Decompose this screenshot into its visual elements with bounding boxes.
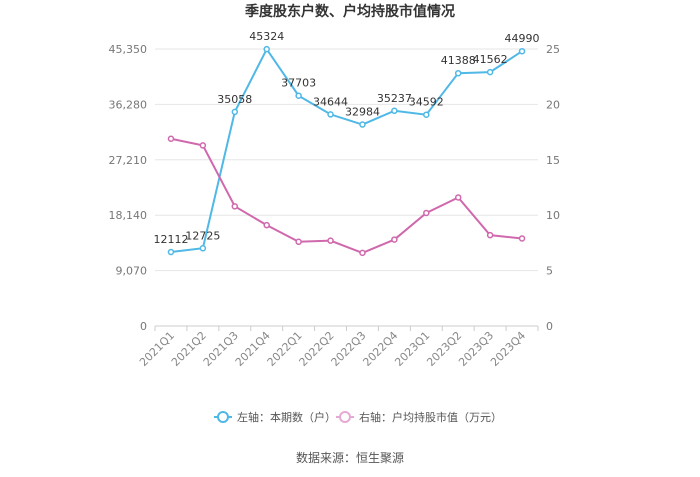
- series-avg-value: [167, 135, 526, 257]
- data-label: 44990: [505, 32, 540, 45]
- legend-marker-households: [217, 411, 229, 423]
- data-point: [263, 221, 270, 229]
- right-tick-label: 10: [546, 209, 560, 222]
- legend: 左轴：本期数（户） 右轴：户均持股市值（万元）: [214, 410, 502, 424]
- data-label: 12725: [185, 229, 220, 242]
- right-axis: 0 5 10 15 20 25: [546, 43, 560, 333]
- data-point: [423, 209, 430, 217]
- data-point: [391, 236, 398, 243]
- data-point: [231, 203, 239, 210]
- data-point: [486, 68, 494, 76]
- data-point: [231, 108, 239, 116]
- grid-lines: [155, 48, 538, 327]
- data-point: [454, 69, 462, 77]
- right-tick-label: 20: [546, 98, 560, 111]
- data-label: 41388: [441, 54, 476, 67]
- right-tick-label: 5: [546, 265, 553, 278]
- left-tick-label: 18,140: [109, 209, 148, 222]
- legend-item-households[interactable]: 左轴：本期数（户）: [214, 410, 336, 424]
- data-point: [423, 111, 430, 118]
- right-tick-label: 15: [546, 154, 560, 167]
- data-label: 12112: [153, 233, 188, 246]
- data-label: 41562: [473, 53, 508, 66]
- chart-title: 季度股东户数、户均持股市值情况: [244, 3, 455, 20]
- data-point: [454, 194, 462, 201]
- right-tick-label: 25: [546, 43, 560, 56]
- data-point: [518, 235, 526, 242]
- left-tick-label: 45,350: [109, 43, 148, 56]
- series-line: [170, 47, 523, 254]
- x-tick-label: 2023Q4: [488, 329, 528, 369]
- data-point: [295, 238, 302, 246]
- series-line: [170, 137, 523, 254]
- legend-label-avg-value: 右轴：户均持股市值（万元）: [359, 410, 502, 424]
- data-label: 34592: [409, 96, 444, 109]
- data-point: [199, 245, 207, 252]
- data-label: 32984: [345, 106, 380, 119]
- data-point: [263, 45, 270, 53]
- data-label: 35058: [217, 93, 252, 106]
- left-tick-label: 0: [140, 320, 147, 333]
- left-tick-label: 9,070: [116, 265, 148, 278]
- right-tick-label: 0: [546, 320, 553, 333]
- left-tick-label: 36,280: [109, 98, 148, 111]
- data-point: [327, 111, 334, 118]
- data-label: 34644: [313, 95, 348, 108]
- source-text: 数据来源：恒生聚源: [296, 450, 404, 465]
- x-axis: 2021Q12021Q22021Q32021Q42022Q12022Q22022…: [137, 326, 539, 369]
- data-point: [295, 92, 302, 99]
- data-label: 35237: [377, 92, 412, 105]
- left-tick-label: 27,210: [109, 154, 148, 167]
- data-point: [391, 107, 398, 115]
- data-point: [359, 249, 366, 257]
- legend-label-households: 左轴：本期数（户）: [237, 410, 336, 424]
- data-point: [167, 248, 175, 256]
- left-axis: 0 9,070 18,140 27,210 36,280 45,350: [109, 43, 148, 333]
- data-label: 45324: [249, 30, 284, 43]
- legend-item-avg-value[interactable]: 右轴：户均持股市值（万元）: [336, 410, 502, 424]
- data-point: [518, 47, 526, 55]
- legend-marker-avg-value: [339, 411, 351, 423]
- data-point: [486, 231, 494, 239]
- data-label: 37703: [281, 77, 316, 90]
- data-point: [199, 142, 207, 149]
- data-point: [359, 121, 366, 128]
- data-point: [167, 135, 175, 142]
- data-point: [327, 237, 334, 244]
